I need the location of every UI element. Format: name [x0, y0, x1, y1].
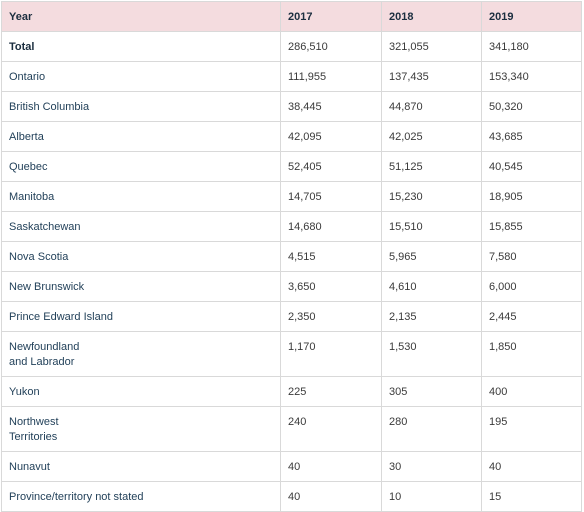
value-cell: 4,515 — [280, 241, 382, 272]
value-cell: 30 — [381, 451, 482, 482]
value-cell: 286,510 — [280, 31, 382, 62]
value-cell: 43,685 — [481, 121, 582, 152]
value-cell: 14,680 — [280, 211, 382, 242]
value-cell: 2,135 — [381, 301, 482, 332]
row-label: Ontario — [1, 61, 281, 92]
row-label: New Brunswick — [1, 271, 281, 302]
header-row: Year 2017 2018 2019 — [1, 1, 582, 32]
value-cell: 40,545 — [481, 151, 582, 182]
value-cell: 225 — [280, 376, 382, 407]
value-cell: 240 — [280, 406, 382, 452]
value-cell: 18,905 — [481, 181, 582, 212]
value-cell: 341,180 — [481, 31, 582, 62]
value-cell: 14,705 — [280, 181, 382, 212]
row-label: Manitoba — [1, 181, 281, 212]
value-cell: 153,340 — [481, 61, 582, 92]
row-label: Nunavut — [1, 451, 281, 482]
row-label: Saskatchewan — [1, 211, 281, 242]
row-label: Alberta — [1, 121, 281, 152]
value-cell: 5,965 — [381, 241, 482, 272]
row-label: Northwest Territories — [1, 406, 281, 452]
value-cell: 1,530 — [381, 331, 482, 377]
header-2017: 2017 — [280, 1, 382, 32]
table-row: Quebec 52,405 51,125 40,545 — [1, 151, 582, 182]
table-row: Yukon 225 305 400 — [1, 376, 582, 407]
row-label: British Columbia — [1, 91, 281, 122]
value-cell: 6,000 — [481, 271, 582, 302]
row-label: Province/territory not stated — [1, 481, 281, 512]
value-cell: 42,095 — [280, 121, 382, 152]
row-label: Nova Scotia — [1, 241, 281, 272]
header-year: Year — [1, 1, 281, 32]
value-cell: 4,610 — [381, 271, 482, 302]
value-cell: 3,650 — [280, 271, 382, 302]
table-row: Nova Scotia 4,515 5,965 7,580 — [1, 241, 582, 272]
table-row: Prince Edward Island 2,350 2,135 2,445 — [1, 301, 582, 332]
value-cell: 15,855 — [481, 211, 582, 242]
value-cell: 40 — [280, 451, 382, 482]
value-cell: 38,445 — [280, 91, 382, 122]
table-row: Total 286,510 321,055 341,180 — [1, 31, 582, 62]
table-row: Saskatchewan 14,680 15,510 15,855 — [1, 211, 582, 242]
row-label: Yukon — [1, 376, 281, 407]
value-cell: 7,580 — [481, 241, 582, 272]
value-cell: 15,230 — [381, 181, 482, 212]
table-row: Northwest Territories 240 280 195 — [1, 406, 582, 452]
value-cell: 44,870 — [381, 91, 482, 122]
value-cell: 42,025 — [381, 121, 482, 152]
value-cell: 1,170 — [280, 331, 382, 377]
value-cell: 51,125 — [381, 151, 482, 182]
value-cell: 10 — [381, 481, 482, 512]
value-cell: 321,055 — [381, 31, 482, 62]
value-cell: 2,350 — [280, 301, 382, 332]
value-cell: 2,445 — [481, 301, 582, 332]
value-cell: 52,405 — [280, 151, 382, 182]
value-cell: 15 — [481, 481, 582, 512]
value-cell: 280 — [381, 406, 482, 452]
row-label: Newfoundland and Labrador — [1, 331, 281, 377]
header-2018: 2018 — [381, 1, 482, 32]
table-row: British Columbia 38,445 44,870 50,320 — [1, 91, 582, 122]
table-row: Newfoundland and Labrador 1,170 1,530 1,850 — [1, 331, 582, 377]
value-cell: 400 — [481, 376, 582, 407]
table-row: New Brunswick 3,650 4,610 6,000 — [1, 271, 582, 302]
table-row: Province/territory not stated 40 10 15 — [1, 481, 582, 512]
value-cell: 40 — [481, 451, 582, 482]
value-cell: 137,435 — [381, 61, 482, 92]
header-2019: 2019 — [481, 1, 582, 32]
value-cell: 111,955 — [280, 61, 382, 92]
value-cell: 40 — [280, 481, 382, 512]
table-row: Manitoba 14,705 15,230 18,905 — [1, 181, 582, 212]
value-cell: 195 — [481, 406, 582, 452]
value-cell: 1,850 — [481, 331, 582, 377]
table-row: Ontario 111,955 137,435 153,340 — [1, 61, 582, 92]
table-row: Nunavut 40 30 40 — [1, 451, 582, 482]
value-cell: 50,320 — [481, 91, 582, 122]
row-label: Quebec — [1, 151, 281, 182]
row-label: Prince Edward Island — [1, 301, 281, 332]
row-label: Total — [1, 31, 281, 62]
value-cell: 15,510 — [381, 211, 482, 242]
table-row: Alberta 42,095 42,025 43,685 — [1, 121, 582, 152]
value-cell: 305 — [381, 376, 482, 407]
